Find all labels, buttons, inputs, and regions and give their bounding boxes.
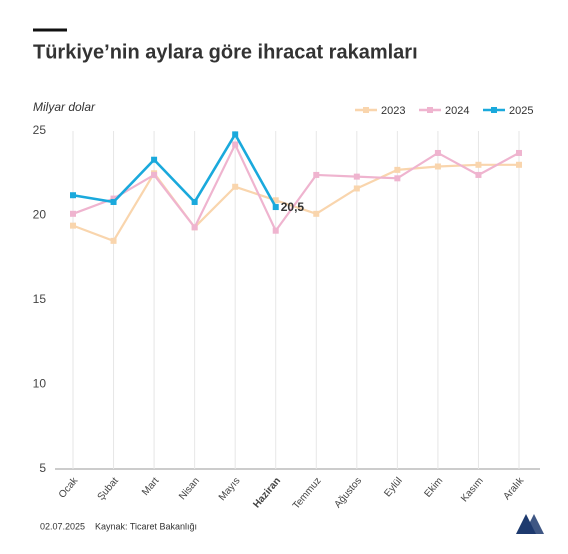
point bbox=[232, 183, 239, 190]
point bbox=[353, 185, 360, 192]
point bbox=[151, 156, 158, 163]
point bbox=[232, 131, 239, 138]
logo bbox=[516, 514, 544, 534]
point bbox=[110, 198, 117, 205]
y-axis-label: Milyar dolar bbox=[33, 100, 96, 114]
point bbox=[110, 195, 117, 202]
date: 02.07.2025 bbox=[40, 521, 85, 531]
point bbox=[191, 224, 198, 231]
source: Kaynak: Ticaret Bakanlığı bbox=[95, 521, 197, 531]
point bbox=[475, 161, 482, 168]
value-label: 20,5 bbox=[281, 200, 305, 214]
y-tick-label: 10 bbox=[33, 377, 47, 391]
point bbox=[70, 192, 76, 199]
point bbox=[475, 171, 482, 178]
point bbox=[516, 161, 522, 168]
point bbox=[272, 204, 279, 211]
legend-marker bbox=[363, 107, 369, 113]
point bbox=[272, 227, 279, 234]
legend-marker bbox=[491, 107, 497, 113]
legend-label: 2023 bbox=[381, 105, 405, 117]
point bbox=[110, 237, 117, 244]
legend-marker bbox=[427, 107, 433, 113]
y-tick-label: 5 bbox=[39, 461, 46, 475]
point bbox=[232, 141, 239, 148]
y-tick-label: 15 bbox=[33, 292, 47, 306]
point bbox=[516, 149, 522, 156]
point bbox=[70, 222, 76, 229]
chart-title: Türkiye’nin aylara göre ihracat rakamlar… bbox=[33, 41, 418, 63]
point bbox=[394, 175, 401, 182]
point bbox=[353, 173, 360, 180]
point bbox=[313, 171, 320, 178]
y-tick-label: 20 bbox=[33, 208, 47, 222]
legend-label: 2024 bbox=[445, 105, 469, 117]
point bbox=[434, 163, 441, 170]
legend-label: 2025 bbox=[509, 105, 533, 117]
point bbox=[313, 210, 320, 217]
point bbox=[151, 171, 158, 178]
y-tick-label: 25 bbox=[33, 123, 47, 137]
series-line bbox=[72, 141, 520, 233]
point bbox=[70, 210, 76, 217]
point bbox=[272, 197, 279, 204]
point bbox=[394, 166, 401, 173]
series-line bbox=[72, 163, 519, 243]
series-line bbox=[72, 131, 277, 208]
point bbox=[191, 198, 198, 205]
point bbox=[434, 149, 441, 156]
